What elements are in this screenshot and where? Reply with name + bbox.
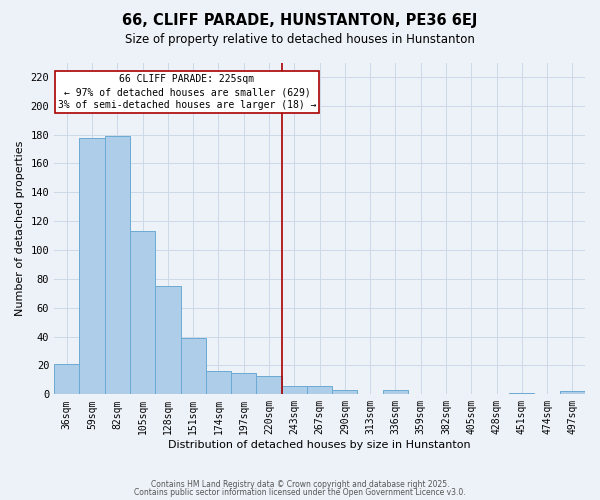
Bar: [155, 286, 181, 395]
Text: 66, CLIFF PARADE, HUNSTANTON, PE36 6EJ: 66, CLIFF PARADE, HUNSTANTON, PE36 6EJ: [122, 12, 478, 28]
Text: 66 CLIFF PARADE: 225sqm
← 97% of detached houses are smaller (629)
3% of semi-de: 66 CLIFF PARADE: 225sqm ← 97% of detache…: [58, 74, 316, 110]
Bar: [332, 390, 358, 394]
Text: Contains HM Land Registry data © Crown copyright and database right 2025.: Contains HM Land Registry data © Crown c…: [151, 480, 449, 489]
Bar: [560, 392, 585, 394]
Bar: [509, 393, 535, 394]
Bar: [231, 372, 256, 394]
Y-axis label: Number of detached properties: Number of detached properties: [15, 140, 25, 316]
Bar: [307, 386, 332, 394]
Text: Size of property relative to detached houses in Hunstanton: Size of property relative to detached ho…: [125, 32, 475, 46]
Bar: [281, 386, 307, 394]
Bar: [54, 364, 79, 394]
Bar: [383, 390, 408, 394]
Bar: [181, 338, 206, 394]
Bar: [105, 136, 130, 394]
Bar: [256, 376, 281, 394]
X-axis label: Distribution of detached houses by size in Hunstanton: Distribution of detached houses by size …: [168, 440, 471, 450]
Bar: [130, 232, 155, 394]
Bar: [79, 138, 105, 394]
Text: Contains public sector information licensed under the Open Government Licence v3: Contains public sector information licen…: [134, 488, 466, 497]
Bar: [206, 371, 231, 394]
